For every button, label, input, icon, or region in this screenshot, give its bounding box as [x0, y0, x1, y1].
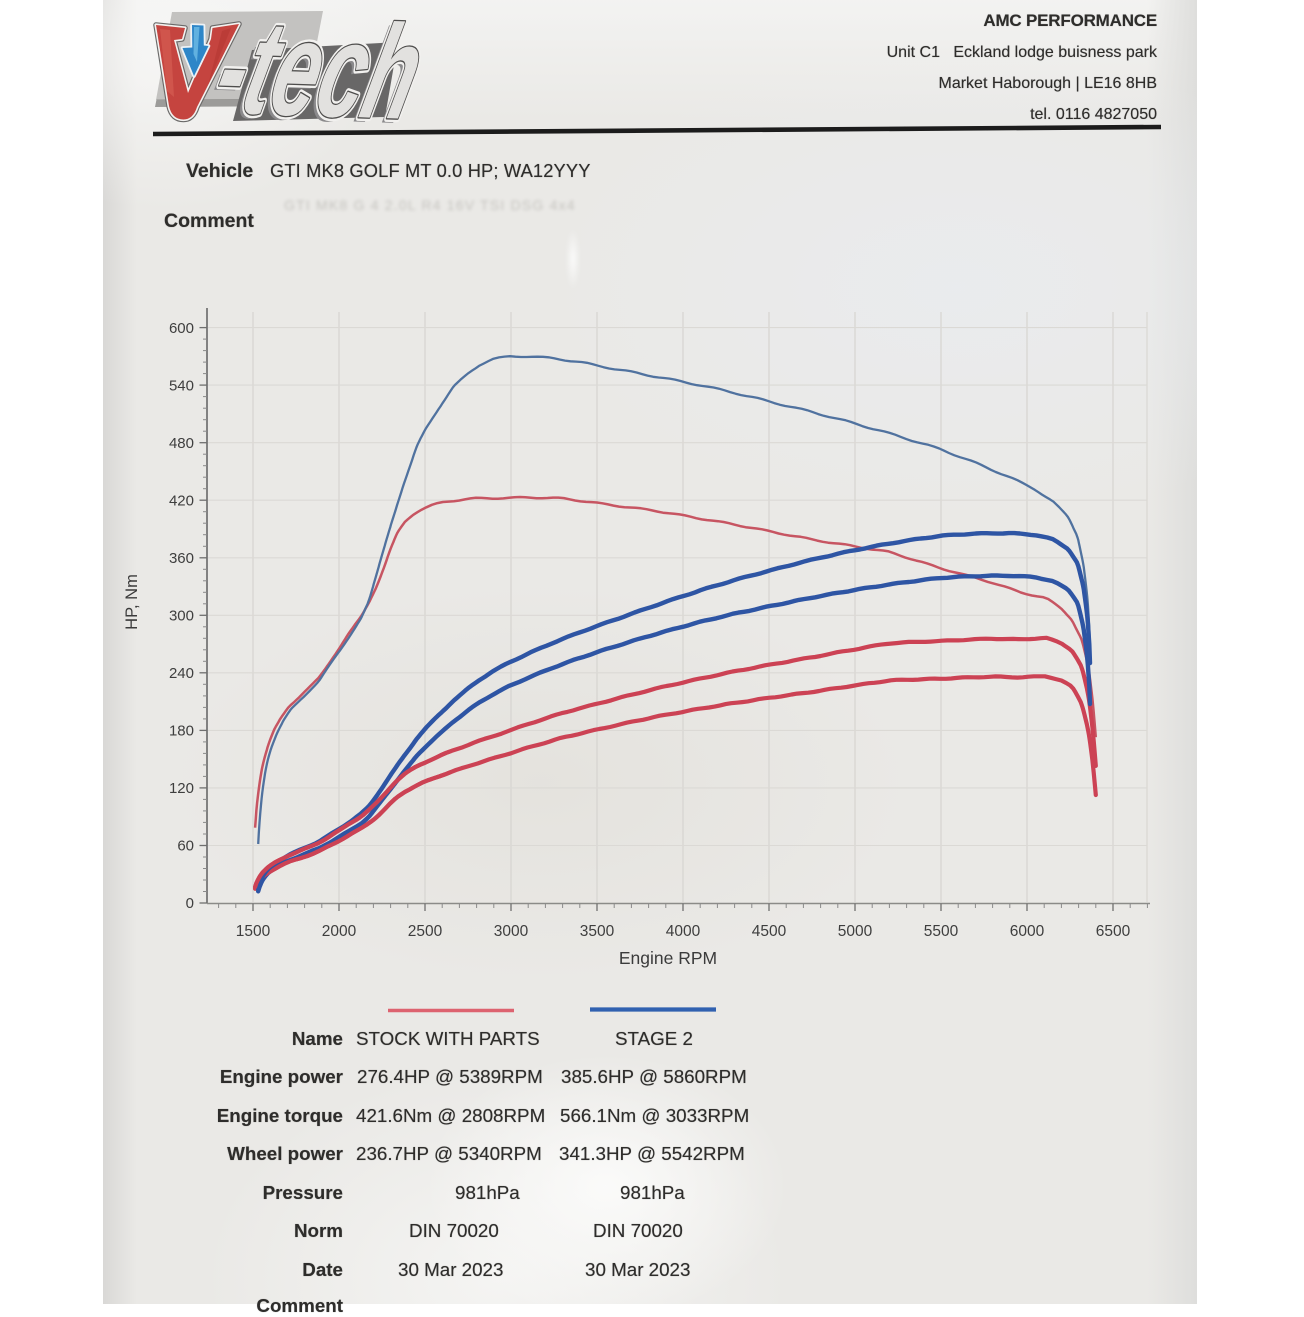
svg-text:3000: 3000	[494, 923, 529, 940]
svg-text:6500: 6500	[1096, 923, 1131, 940]
svg-text:300: 300	[169, 608, 194, 625]
svg-text:600: 600	[169, 320, 194, 337]
svg-text:4000: 4000	[666, 923, 701, 940]
svg-text:-tech: -tech	[203, 0, 438, 148]
svg-text:6000: 6000	[1010, 923, 1045, 940]
svg-text:0: 0	[186, 895, 194, 912]
svg-text:2000: 2000	[322, 923, 357, 940]
svg-text:180: 180	[169, 723, 194, 740]
svg-text:Engine RPM: Engine RPM	[619, 948, 717, 968]
svg-text:540: 540	[169, 377, 194, 394]
svg-text:3500: 3500	[580, 923, 615, 940]
svg-text:5000: 5000	[838, 923, 873, 940]
svg-text:4500: 4500	[752, 923, 787, 940]
svg-text:480: 480	[169, 435, 194, 452]
svg-text:2500: 2500	[408, 923, 443, 940]
svg-text:360: 360	[169, 550, 194, 567]
svg-text:240: 240	[169, 665, 194, 682]
svg-text:1500: 1500	[236, 923, 271, 940]
svg-text:60: 60	[177, 838, 194, 855]
svg-text:HP, Nm: HP, Nm	[123, 574, 141, 630]
svg-text:5500: 5500	[924, 923, 959, 940]
svg-text:120: 120	[169, 780, 194, 797]
svg-text:420: 420	[169, 492, 194, 509]
